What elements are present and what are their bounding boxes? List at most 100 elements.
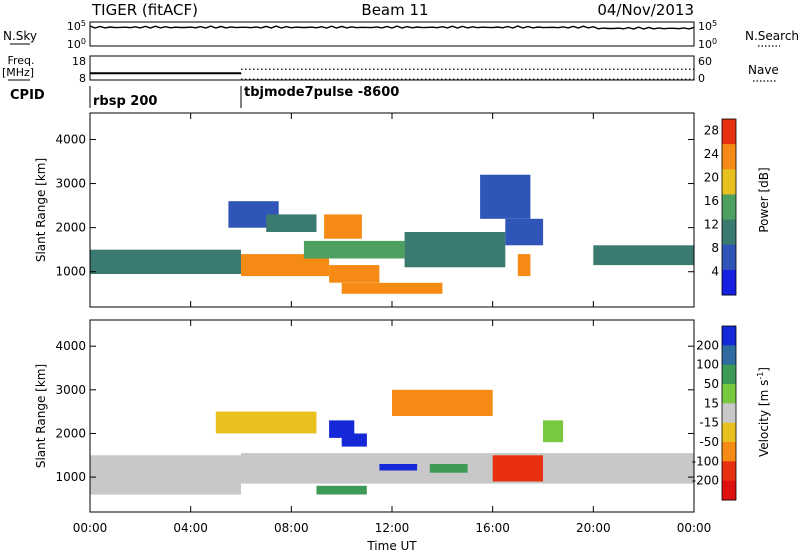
y-tick-label: 1000 [55, 470, 86, 484]
freq-frame [89, 55, 695, 81]
power-frame [89, 112, 695, 308]
time-x-axis: 00:00 04:00 08:00 12:00 16:00 20:00 00:00 [73, 113, 712, 535]
cpid-label: CPID [10, 88, 45, 103]
colorbar-swatch [722, 169, 736, 195]
x-tick-label: 00:00 [677, 521, 712, 535]
x-tick-label: 04:00 [173, 521, 208, 535]
colorbar-frame [721, 325, 737, 501]
heatmap-region [404, 232, 506, 268]
nsky-panel: N.Sky 105 100 105 100 N.Search [3, 19, 799, 51]
x-tick-label: 00:00 [73, 521, 108, 535]
y-tick-label: 2000 [55, 221, 86, 235]
power-y-axis: 1000 2000 3000 4000 [55, 132, 694, 279]
power-colorbar-label: Power [dB] [757, 167, 771, 232]
cpid-entry-1: rbsp 200 [93, 94, 157, 109]
heatmap-region [379, 464, 418, 471]
cpid-entry-2: tbjmode7pulse -8600 [244, 85, 399, 100]
heatmap-region [324, 214, 362, 239]
colorbar-swatch [722, 326, 736, 346]
x-tick-label: 20:00 [576, 521, 611, 535]
colorbar-tick-label: 12 [704, 218, 719, 232]
nsky-tick-top: 105 [67, 19, 86, 33]
nsky-trace [89, 25, 695, 30]
colorbar-tick-label: 15 [704, 396, 719, 410]
heatmap-region [429, 464, 468, 473]
heatmap-region [480, 174, 531, 219]
colorbar-swatch [722, 461, 736, 482]
heatmap-region [341, 282, 443, 294]
x-axis-label: Time UT [366, 539, 417, 553]
heatmap-region [341, 433, 367, 447]
nave-tick-bottom: 0 [698, 72, 705, 85]
colorbar-swatch [722, 345, 736, 366]
heatmap-region [90, 455, 241, 495]
colorbar-tick-label: 28 [704, 124, 719, 138]
power-y-label: Slant Range [km] [34, 158, 48, 262]
nsky-tick-bottom: 100 [67, 37, 86, 51]
heatmap-region [303, 240, 405, 259]
colorbar-tick-label: 4 [711, 265, 719, 279]
beam-title: Beam 11 [361, 1, 428, 19]
x-tick-label: 08:00 [274, 521, 309, 535]
colorbar-swatch [722, 403, 736, 424]
freq-label-line1: Freq. [7, 54, 34, 67]
colorbar-tick-label: 100 [696, 358, 719, 372]
colorbar-tick-label: -50 [699, 435, 719, 449]
colorbar-tick-label: 8 [711, 241, 719, 255]
heatmap-region [90, 249, 241, 274]
colorbar-frame [721, 118, 737, 296]
nsearch-label: N.Search [745, 29, 799, 43]
y-tick-label: 2000 [55, 426, 86, 440]
colorbar-swatch [722, 144, 736, 170]
heatmap-region [543, 420, 564, 443]
heatmap-region [316, 485, 367, 495]
nsearch-tick-bottom: 100 [698, 37, 717, 51]
freq-tick-top: 18 [72, 55, 86, 68]
heatmap-region [329, 265, 380, 283]
y-tick-label: 3000 [55, 177, 86, 191]
colorbar-swatch [722, 384, 736, 404]
nsky-frame [89, 21, 695, 47]
colorbar-swatch [722, 269, 736, 296]
y-tick-label: 3000 [55, 383, 86, 397]
colorbar-swatch [722, 119, 736, 145]
colorbar-swatch [722, 480, 736, 501]
colorbar-tick-label: -100 [692, 454, 719, 468]
y-tick-label: 4000 [55, 132, 86, 146]
freq-label-line2: [MHz] [2, 66, 34, 79]
colorbar-swatch [722, 422, 736, 443]
velocity-colorbar: 200 100 50 15 -15 -50 -100 -200 [692, 325, 737, 501]
heatmap-region [593, 245, 694, 266]
nsearch-tick-top: 105 [698, 19, 717, 33]
nave-label: Nave [748, 63, 779, 77]
velocity-y-axis: 1000 2000 3000 4000 [55, 339, 694, 484]
colorbar-swatch [722, 244, 736, 271]
colorbar-tick-label: 20 [704, 171, 719, 185]
nsky-label: N.Sky [3, 29, 37, 43]
heatmap-region [215, 411, 317, 434]
heatmap-region [241, 254, 330, 277]
colorbar-tick-label: 50 [704, 377, 719, 391]
colorbar-tick-label: 16 [704, 194, 719, 208]
colorbar-tick-label: 200 [696, 338, 719, 352]
y-tick-label: 1000 [55, 265, 86, 279]
power-panel: 1000 2000 3000 4000 Slant Range [km] 4 8 12 16… [34, 112, 771, 308]
freq-panel: Freq. [MHz] 18 8 60 0 Nave [2, 54, 779, 85]
colorbar-swatch [722, 194, 736, 220]
colorbar-tick-label: 24 [704, 147, 719, 161]
colorbar-swatch [722, 219, 736, 246]
heatmap-region [492, 455, 543, 482]
colorbar-tick-label: -200 [692, 474, 719, 488]
x-tick-label: 12:00 [375, 521, 410, 535]
heatmap-region [392, 389, 493, 416]
colorbar-swatch [722, 442, 736, 462]
velocity-y-label: Slant Range [km] [34, 364, 48, 468]
power-heatmap [90, 174, 694, 294]
heatmap-region [505, 218, 544, 246]
heatmap-region [266, 214, 317, 232]
nave-tick-top: 60 [698, 55, 712, 68]
colorbar-tick-label: -15 [699, 416, 719, 430]
x-tick-label: 16:00 [475, 521, 510, 535]
